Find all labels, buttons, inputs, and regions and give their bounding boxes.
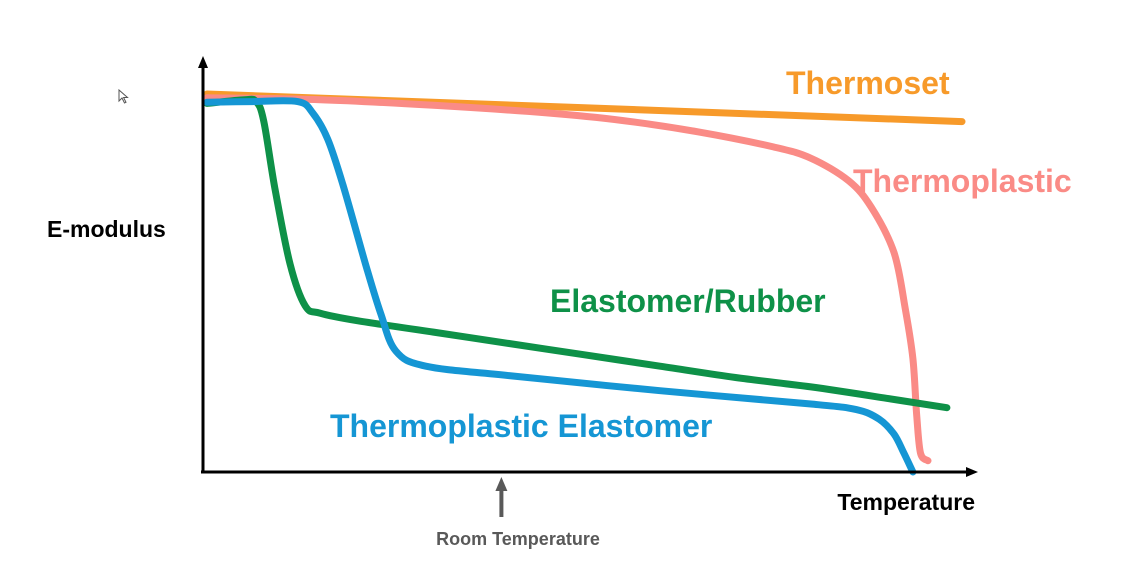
series-line-elastomer-rubber [203, 95, 951, 412]
series-layer [203, 90, 966, 476]
series-label-thermoplastic: Thermoplastic [853, 163, 1072, 199]
series-line-thermoplastic [203, 94, 932, 465]
mouse-pointer-icon [118, 89, 129, 104]
series-line-thermoplastic-elastomer [203, 97, 917, 476]
series-label-thermoplastic-elastomer: Thermoplastic Elastomer [330, 408, 712, 444]
x-axis-label: Temperature [837, 489, 975, 515]
series-label-thermoset: Thermoset [786, 65, 950, 101]
series-label-elastomer-rubber: Elastomer/Rubber [550, 283, 826, 319]
room-temperature-label: Room Temperature [436, 529, 600, 549]
y-axis-label: E-modulus [47, 216, 166, 242]
